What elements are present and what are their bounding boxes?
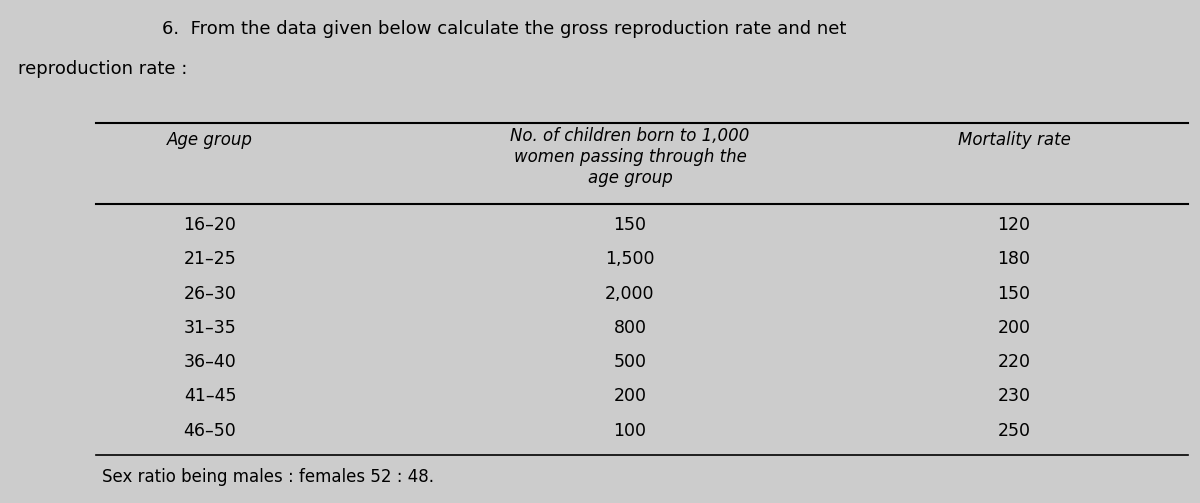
Text: 230: 230: [997, 387, 1031, 405]
Text: 200: 200: [613, 387, 647, 405]
Text: 220: 220: [997, 353, 1031, 371]
Text: 21–25: 21–25: [184, 250, 236, 269]
Text: 46–50: 46–50: [184, 422, 236, 440]
Text: Mortality rate: Mortality rate: [958, 131, 1070, 149]
Text: 1,500: 1,500: [605, 250, 655, 269]
Text: 31–35: 31–35: [184, 319, 236, 337]
Text: 180: 180: [997, 250, 1031, 269]
Text: 100: 100: [613, 422, 647, 440]
Text: 41–45: 41–45: [184, 387, 236, 405]
Text: No. of children born to 1,000: No. of children born to 1,000: [510, 127, 750, 145]
Text: 6.  From the data given below calculate the gross reproduction rate and net: 6. From the data given below calculate t…: [162, 20, 846, 38]
Text: 2,000: 2,000: [605, 285, 655, 303]
Text: Age group: Age group: [167, 131, 253, 149]
Text: 16–20: 16–20: [184, 216, 236, 234]
Text: Sex ratio being males : females 52 : 48.: Sex ratio being males : females 52 : 48.: [102, 468, 434, 486]
Text: 36–40: 36–40: [184, 353, 236, 371]
Text: 150: 150: [997, 285, 1031, 303]
Text: age group: age group: [588, 169, 672, 187]
Text: 500: 500: [613, 353, 647, 371]
Text: reproduction rate :: reproduction rate :: [18, 60, 187, 78]
Text: 800: 800: [613, 319, 647, 337]
Text: 200: 200: [997, 319, 1031, 337]
Text: 120: 120: [997, 216, 1031, 234]
Text: women passing through the: women passing through the: [514, 148, 746, 166]
Text: 26–30: 26–30: [184, 285, 236, 303]
Text: 150: 150: [613, 216, 647, 234]
Text: 250: 250: [997, 422, 1031, 440]
